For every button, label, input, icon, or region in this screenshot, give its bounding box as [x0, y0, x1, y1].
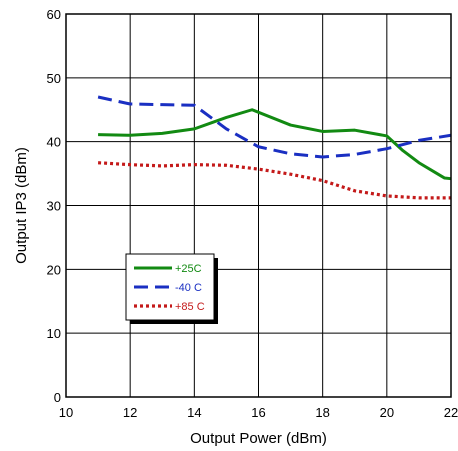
y-tick-label: 0 [54, 390, 61, 405]
legend-label: +85 C [175, 301, 205, 313]
plot-frame [65, 13, 452, 398]
y-axis-title: Output IP3 (dBm) [13, 147, 30, 264]
series-line [97, 95, 452, 159]
x-tick-label: 20 [380, 405, 394, 420]
series-line [98, 108, 452, 181]
legend-label: -40 C [175, 282, 202, 294]
y-tick-label: 30 [47, 199, 61, 214]
legend-label: +25C [175, 263, 202, 275]
x-tick-label: 14 [187, 405, 201, 420]
x-tick-label: 22 [444, 405, 458, 420]
x-axis-title: Output Power (dBm) [190, 430, 327, 447]
series-layer [97, 95, 452, 200]
legend: +25C -40 C +85 C [125, 253, 218, 324]
y-tick-label: 40 [47, 135, 61, 150]
series-line [97, 161, 451, 200]
y-tick-label: 50 [47, 71, 61, 86]
y-tick-label: 20 [47, 262, 61, 277]
y-tick-label: 10 [47, 326, 61, 341]
x-tick-label: 10 [59, 405, 73, 420]
x-tick-label: 16 [251, 405, 265, 420]
grid-lines [66, 14, 451, 397]
x-tick-label: 12 [123, 405, 137, 420]
y-tick-label: 60 [47, 7, 61, 22]
x-tick-label: 18 [315, 405, 329, 420]
